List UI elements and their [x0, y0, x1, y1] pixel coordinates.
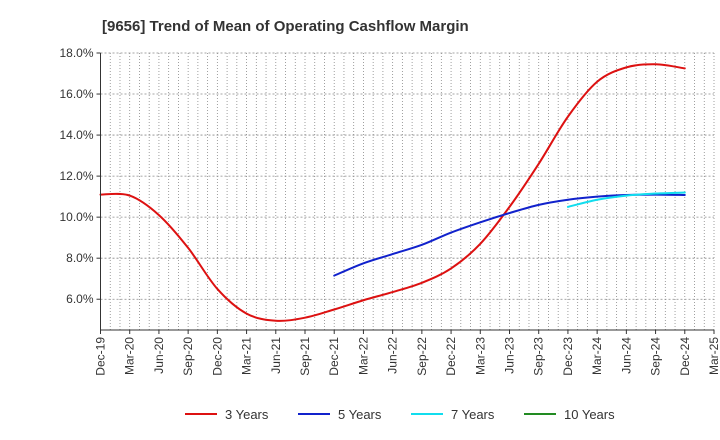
legend-label-5-years: 5 Years: [338, 407, 382, 422]
x-tick-label: Sep-20: [181, 337, 195, 376]
y-tick-label: 14.0%: [59, 128, 93, 142]
grid: [100, 52, 715, 330]
y-tick-label: 12.0%: [59, 169, 93, 183]
x-tick-label: Mar-22: [356, 337, 370, 375]
x-tick-label: Mar-20: [123, 337, 137, 375]
x-tick-label: Mar-24: [590, 337, 604, 375]
legend-label-10-years: 10 Years: [564, 407, 615, 422]
chart-title: [9656] Trend of Mean of Operating Cashfl…: [102, 18, 469, 35]
y-tick-label: 10.0%: [59, 210, 93, 224]
x-tick-label: Mar-25: [707, 337, 720, 375]
x-tick-label: Dec-22: [444, 337, 458, 376]
x-tick-label: Sep-22: [415, 337, 429, 376]
x-tick-label: Mar-21: [240, 337, 254, 375]
x-tick-label: Jun-22: [386, 337, 400, 374]
plot-area: [100, 53, 715, 330]
series-line-3-years: [99, 63, 686, 322]
x-tick-label: Dec-19: [94, 337, 108, 376]
y-tick-label: 8.0%: [66, 251, 94, 265]
y-tick-label: 18.0%: [59, 46, 93, 60]
legend-label-7-years: 7 Years: [451, 407, 495, 422]
series-line-7-years: [566, 191, 686, 208]
x-tick-label: Jun-21: [269, 337, 283, 374]
x-tick-label: Sep-21: [298, 337, 312, 376]
legend-label-3-years: 3 Years: [225, 407, 269, 422]
x-tick-label: Jun-20: [152, 337, 166, 374]
x-tick-label: Jun-24: [619, 337, 633, 374]
x-axis: Dec-19 Mar-20 Jun-20 Sep-20 Dec-20 Mar-21 Jun-…: [94, 330, 720, 376]
x-tick-label: Jun-23: [503, 337, 517, 374]
x-tick-label: Dec-24: [678, 337, 692, 376]
x-tick-label: Mar-23: [473, 337, 487, 375]
legend: 3 Years 5 Years 7 Years 10 Years: [185, 407, 615, 422]
y-axis: 6.0% 8.0% 10.0% 12.0% 14.0% 16.0% 18.0%: [59, 46, 101, 306]
y-tick-label: 16.0%: [59, 87, 93, 101]
x-tick-label: Dec-21: [327, 337, 341, 376]
y-tick-label: 6.0%: [66, 292, 94, 306]
x-tick-label: Dec-20: [210, 337, 224, 376]
series-lines: [99, 63, 686, 322]
x-tick-label: Dec-23: [561, 337, 575, 376]
x-tick-label: Sep-24: [649, 337, 663, 376]
x-tick-label: Sep-23: [532, 337, 546, 376]
